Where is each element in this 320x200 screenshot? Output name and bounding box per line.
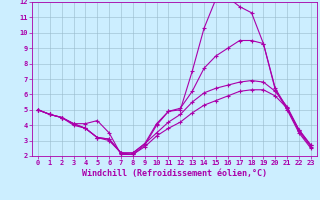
X-axis label: Windchill (Refroidissement éolien,°C): Windchill (Refroidissement éolien,°C) [82, 169, 267, 178]
